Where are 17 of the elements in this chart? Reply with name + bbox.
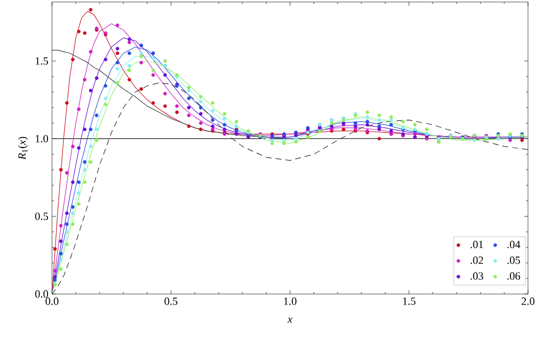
- x-tick-label: 1.0: [284, 298, 296, 305]
- x-tick-label: 2.0: [522, 298, 534, 305]
- x-tick-label: 1.5: [403, 298, 416, 305]
- y-tick-label: 1.0: [36, 134, 48, 142]
- legend-label: .04: [507, 240, 520, 248]
- x-tick-label: 0.5: [164, 298, 178, 305]
- legend-label: .03: [470, 272, 484, 280]
- x-axis-title: x: [287, 318, 292, 323]
- legend-label: .06: [507, 272, 520, 280]
- y-tick-label: 0.5: [35, 212, 48, 220]
- legend-label: .02: [470, 256, 484, 264]
- y-axis-title: R$_{1}$(x): [18, 136, 28, 160]
- legend-label: .05: [507, 256, 520, 264]
- legend-label: .01: [470, 240, 483, 248]
- y-tick-label: 1.5: [36, 57, 48, 65]
- y-tick-label: 0.0: [35, 290, 48, 298]
- x-tick-label: 0.0: [46, 298, 58, 305]
